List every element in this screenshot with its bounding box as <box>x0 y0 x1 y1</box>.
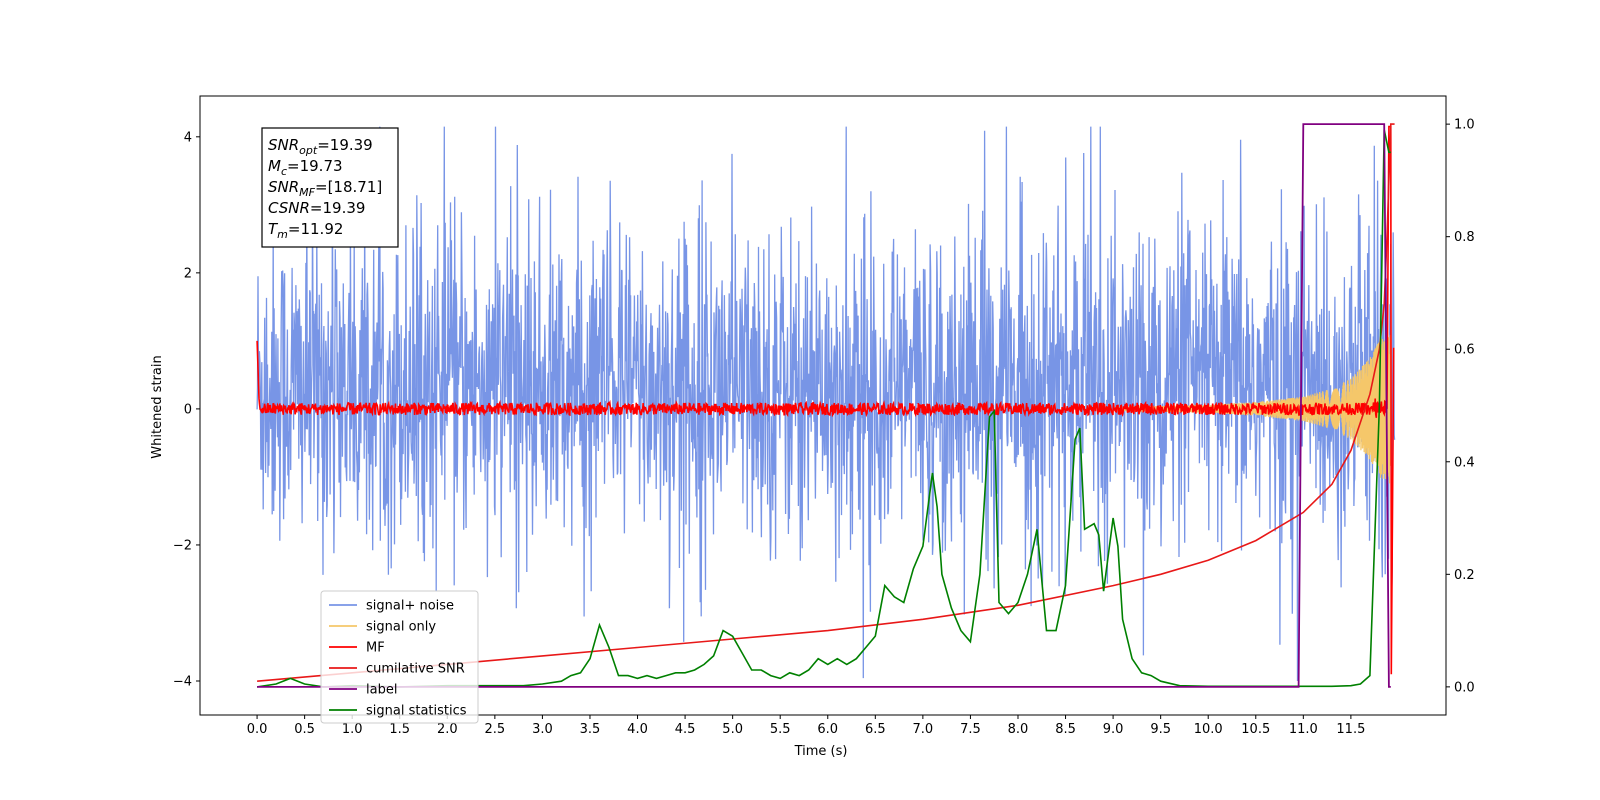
x-tick-label: 8.0 <box>1008 722 1029 737</box>
series-mf <box>256 125 1395 675</box>
y-tick-label: 4 <box>184 130 192 145</box>
annotation-box: SNRopt=19.39Mc=19.73SNRMF=[18.71]CSNR=19… <box>261 127 399 248</box>
x-axis-label: Time (s) <box>794 744 848 759</box>
y-tick-label: 0 <box>184 402 192 417</box>
annotation-line: SNRMF=[18.71] <box>268 178 382 199</box>
right-y-axis-ticks: 1.0 0.8 0.6 0.4 0.2 0.0 <box>1446 118 1475 695</box>
legend-item: signal+ noise <box>366 599 454 614</box>
legend-item: signal statistics <box>366 704 467 719</box>
x-tick-label: 7.5 <box>960 722 981 737</box>
x-tick-label: 4.0 <box>627 722 648 737</box>
y2-tick-label: 0.6 <box>1454 343 1475 358</box>
x-tick-label: 6.5 <box>865 722 886 737</box>
x-tick-label: 5.0 <box>722 722 743 737</box>
x-tick-label: 2.5 <box>485 722 506 737</box>
x-tick-label: 4.5 <box>675 722 696 737</box>
series-layer <box>256 123 1396 688</box>
x-axis-ticks: 0.0 0.5 1.0 1.5 2.0 2.5 3.0 3.5 4.0 4.5 5.0 5.5 6.0 6… <box>247 715 1365 737</box>
x-tick-label: 1.0 <box>342 722 363 737</box>
y2-tick-label: 0.2 <box>1454 568 1475 583</box>
x-tick-label: 7.0 <box>913 722 934 737</box>
x-tick-label: 11.5 <box>1336 722 1365 737</box>
x-tick-label: 11.0 <box>1289 722 1318 737</box>
y2-tick-label: 1.0 <box>1454 118 1475 133</box>
x-tick-label: 10.5 <box>1241 722 1270 737</box>
y2-tick-label: 0.4 <box>1454 455 1475 470</box>
y-tick-label: −4 <box>173 674 192 689</box>
x-tick-label: 5.5 <box>770 722 791 737</box>
y-axis-ticks: 4 2 0 −2 −4 <box>173 130 200 689</box>
y2-tick-label: 0.0 <box>1454 680 1475 695</box>
legend-item: MF <box>366 641 385 656</box>
legend: signal+ noise signal only MF cumilative SNR… <box>320 590 479 724</box>
x-tick-label: 0.0 <box>247 722 268 737</box>
y-tick-label: 2 <box>184 266 192 281</box>
annotation-frame <box>261 127 399 248</box>
legend-item: cumilative SNR <box>366 662 465 677</box>
legend-item: signal only <box>366 620 436 635</box>
x-tick-label: 3.5 <box>580 722 601 737</box>
legend-frame <box>320 590 479 724</box>
series-cumulative-snr <box>257 123 1395 682</box>
x-tick-label: 8.5 <box>1055 722 1076 737</box>
annotation-line: CSNR=19.39 <box>268 199 365 217</box>
x-tick-label: 9.5 <box>1150 722 1171 737</box>
x-tick-label: 3.0 <box>532 722 553 737</box>
annotation-line: Tm=11.92 <box>268 220 343 241</box>
x-tick-label: 6.0 <box>817 722 838 737</box>
x-tick-label: 0.5 <box>294 722 315 737</box>
x-tick-label: 10.0 <box>1194 722 1223 737</box>
y-axis-label: Whitened strain <box>150 355 165 458</box>
x-tick-label: 2.0 <box>437 722 458 737</box>
legend-item: label <box>366 683 397 698</box>
x-tick-label: 1.5 <box>389 722 410 737</box>
annotation-line: Mc=19.73 <box>268 157 343 178</box>
plot-frame <box>199 95 1447 716</box>
annotation-line: SNRopt=19.39 <box>268 136 373 157</box>
series-signal-statistics <box>256 129 1391 688</box>
y2-tick-label: 0.8 <box>1454 230 1475 245</box>
y-tick-label: −2 <box>173 538 192 553</box>
series-label <box>257 123 1391 688</box>
x-tick-label: 9.0 <box>1103 722 1124 737</box>
